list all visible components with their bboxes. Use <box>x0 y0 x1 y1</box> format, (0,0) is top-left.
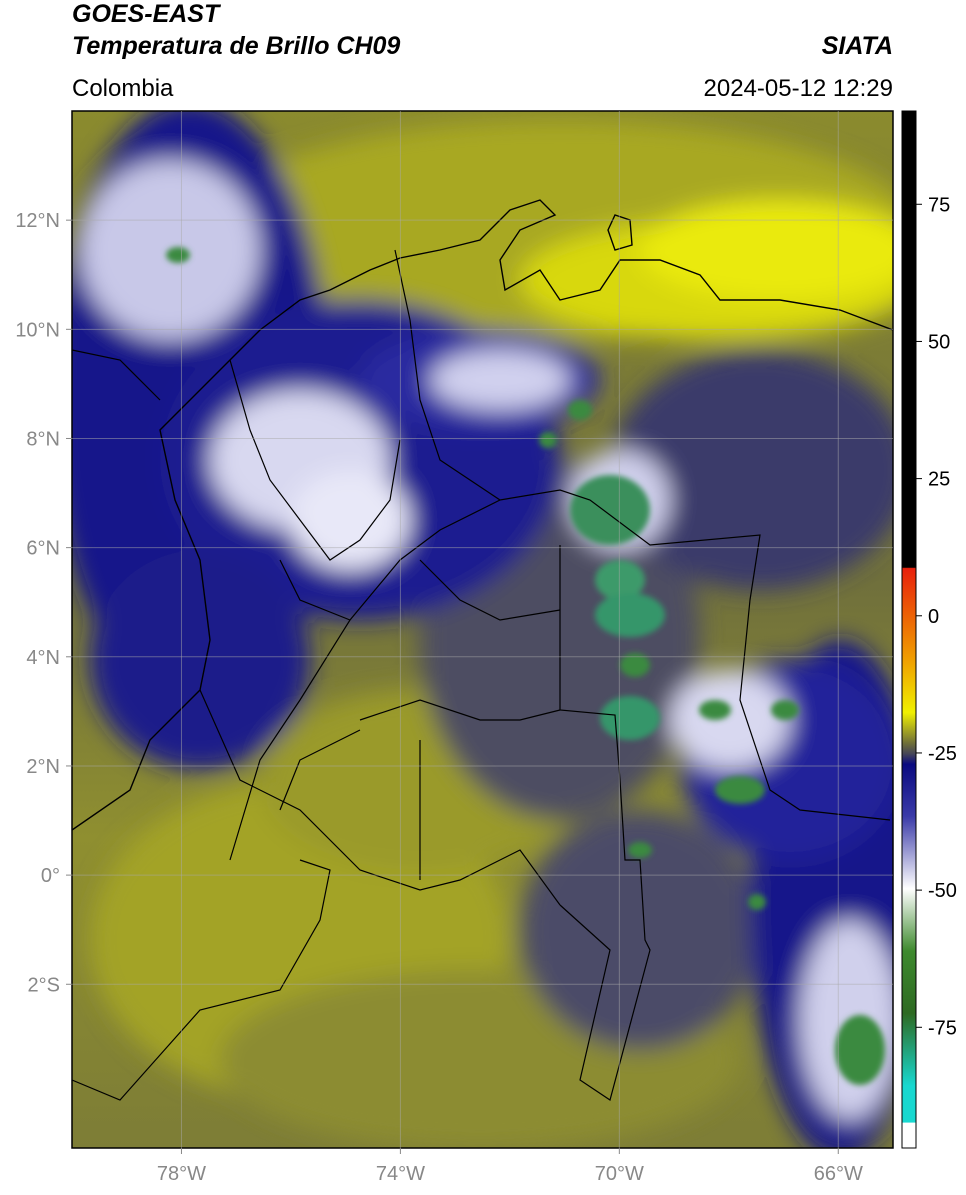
region: Colombia <box>72 75 174 102</box>
y-tick-label: 2°S <box>28 974 60 996</box>
y-tick-label: 6°N <box>26 538 60 560</box>
y-tick-label: 12°N <box>15 210 60 232</box>
colorbar-tick-label: -75 <box>928 1017 957 1039</box>
colorbar-tick-label: -25 <box>928 743 957 765</box>
map-frame <box>71 110 894 1149</box>
product: Temperatura de Brillo CH09 <box>72 32 400 60</box>
x-tick-label: 74°W <box>376 1163 425 1185</box>
x-tick-label: 70°W <box>595 1163 644 1185</box>
satellite-image <box>72 111 893 1148</box>
x-tick-label: 66°W <box>814 1163 863 1185</box>
y-tick-label: 4°N <box>26 647 60 669</box>
colorbar-tick-label: 25 <box>928 469 950 491</box>
y-tick-label: 0° <box>41 865 60 887</box>
x-tick-label: 78°W <box>157 1163 206 1185</box>
colorbar-tick-label: -50 <box>928 880 957 902</box>
y-tick-label: 8°N <box>26 428 60 450</box>
source: SIATA <box>822 32 893 60</box>
colorbar-tick-label: 0 <box>928 606 939 628</box>
colorbar-tick-label: 75 <box>928 194 950 216</box>
satellite: GOES-EAST <box>72 0 222 28</box>
datetime: 2024-05-12 12:29 <box>704 75 894 102</box>
y-tick-label: 10°N <box>15 319 60 341</box>
colorbar-tick-label: 50 <box>928 331 950 353</box>
colorbar <box>901 110 917 1149</box>
y-tick-label: 2°N <box>26 756 60 778</box>
